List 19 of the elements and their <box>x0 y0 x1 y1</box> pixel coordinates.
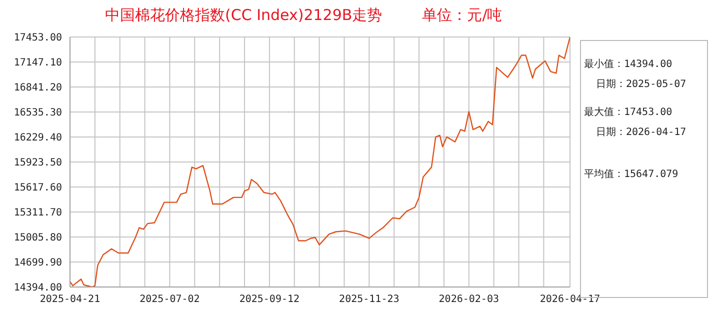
y-tick-label: 16229.40 <box>14 132 62 144</box>
x-tick-label: 2025-04-21 <box>40 294 100 306</box>
y-tick-label: 16535.30 <box>14 108 62 119</box>
y-tick-label: 15311.70 <box>14 208 62 219</box>
x-tick-label: 2025-09-12 <box>239 294 300 306</box>
y-tick-label: 15005.80 <box>14 232 62 244</box>
line-series <box>70 37 570 287</box>
y-tick-label: 17453.00 <box>14 32 62 44</box>
x-tick-label: 2026-02-03 <box>438 294 499 306</box>
y-tick-label: 14394.00 <box>14 282 62 294</box>
y-tick-label: 16841.20 <box>14 82 62 94</box>
x-tick-label: 2025-07-02 <box>140 294 200 306</box>
y-tick-label: 14699.90 <box>14 258 62 269</box>
chart-title: 中国棉花价格指数(CC Index)2129B走势 <box>105 6 382 24</box>
y-tick-label: 17147.10 <box>14 58 62 69</box>
x-tick-label: 2025-11-23 <box>339 294 400 306</box>
y-tick-label: 15617.60 <box>14 182 62 194</box>
y-tick-label: 15923.50 <box>14 158 62 169</box>
chart-subtitle: 单位：元/吨 <box>422 6 502 24</box>
